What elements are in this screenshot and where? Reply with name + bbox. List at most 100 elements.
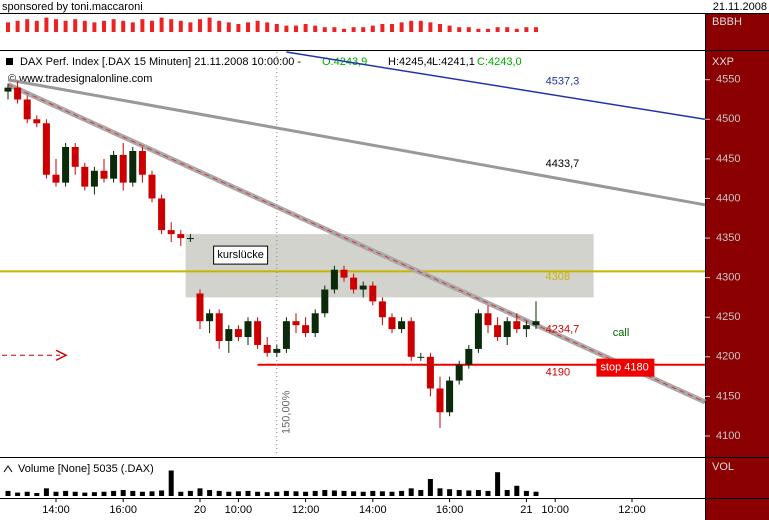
- y-tick-label: 4200: [716, 351, 740, 363]
- candle-body: [378, 301, 386, 318]
- gap-label: kurslücke: [217, 249, 263, 261]
- indicator-bar: [265, 22, 270, 32]
- indicator-bar: [274, 24, 279, 32]
- legend-icon: [6, 58, 13, 65]
- candle-body: [455, 364, 463, 381]
- indicator-bar: [217, 20, 222, 32]
- annotation: stop 4180: [600, 362, 648, 374]
- indicator-bar: [380, 24, 385, 32]
- volume-bar: [389, 491, 395, 496]
- candle-body: [407, 321, 415, 357]
- candle-body: [206, 313, 214, 322]
- indicator-bar: [15, 20, 20, 32]
- gap-box: [185, 234, 594, 298]
- candle-body: [167, 230, 175, 235]
- volume-bar: [379, 491, 385, 496]
- volume-bar: [514, 485, 520, 496]
- volume-axis-label: VOL: [712, 461, 734, 473]
- volume-bar: [456, 490, 462, 496]
- level-label: 4308: [546, 271, 570, 283]
- volume-bar: [72, 491, 78, 496]
- indicator-bar: [524, 27, 529, 32]
- volume-bar: [437, 488, 443, 496]
- volume-bar: [187, 490, 193, 496]
- volume-bar: [207, 490, 213, 496]
- gap-label-box: [213, 245, 269, 265]
- volume-bar: [283, 490, 289, 496]
- volume-bar: [466, 490, 472, 496]
- candle-body: [330, 269, 338, 290]
- x-tick-label: 21: [520, 504, 532, 516]
- indicator-bar: [438, 24, 442, 32]
- candle-body: [244, 321, 252, 338]
- indicator-bar: [178, 20, 183, 32]
- volume-bar: [485, 490, 491, 496]
- candle-body: [522, 325, 530, 330]
- indicator-bar: [150, 20, 154, 32]
- volume-bar: [408, 488, 414, 496]
- candle-body: [90, 170, 98, 187]
- candle-body: [532, 321, 540, 326]
- y-tick-label: 4550: [716, 74, 740, 86]
- candle-body: [273, 348, 281, 353]
- top-bar: [0, 0, 769, 13]
- indicator-bar: [111, 19, 116, 32]
- indicator-bar: [486, 28, 490, 32]
- line-label: 4234,7: [546, 323, 580, 335]
- indicator-bar: [313, 25, 318, 32]
- candle-body: [254, 321, 262, 345]
- candle-body: [369, 285, 377, 302]
- volume-bar: [159, 490, 165, 496]
- candle-body: [311, 313, 319, 334]
- volume-bar: [82, 492, 88, 496]
- volume-bar: [495, 472, 501, 496]
- indicator-bar: [188, 22, 193, 32]
- candle-body: [465, 348, 473, 365]
- candle-body: [474, 313, 482, 349]
- indicator-bar: [514, 28, 519, 32]
- volume-bar: [322, 490, 328, 496]
- candle-body: [23, 99, 31, 120]
- ohlc-low: L:4241,1: [432, 56, 475, 68]
- candle-body: [100, 170, 108, 179]
- volume-icon: [3, 465, 13, 473]
- volume-bar: [331, 490, 337, 496]
- candle-body: [119, 154, 127, 183]
- volume-bar: [504, 490, 510, 496]
- candle-body: [503, 321, 511, 338]
- sponsor: sponsored by toni.maccaroni: [2, 1, 143, 13]
- indicator-bar: [6, 22, 10, 32]
- indicator-bar: [534, 27, 538, 32]
- indicator-bar: [399, 22, 404, 32]
- candle-body: [292, 321, 300, 326]
- x-tick-label: 20: [194, 504, 206, 516]
- indicator-bar: [342, 28, 346, 32]
- indicator-bar: [390, 24, 394, 32]
- arrow-head: [55, 349, 68, 361]
- y-tick-label: 4100: [716, 430, 740, 442]
- candle-body: [110, 154, 118, 179]
- candle-body: [148, 174, 156, 199]
- indicator-bar: [495, 27, 500, 32]
- candle-body: [359, 285, 367, 290]
- indicator-bar: [73, 19, 78, 32]
- y-tick-label: 4150: [716, 390, 740, 402]
- candle-body: [446, 380, 454, 413]
- volume-bar: [216, 490, 222, 496]
- y-tick-label: 4500: [716, 113, 740, 125]
- volume-bar: [303, 491, 309, 496]
- candle-body: [71, 147, 79, 167]
- trend-line: [286, 51, 706, 121]
- volume-bar: [274, 491, 280, 496]
- volume-bar: [245, 490, 251, 496]
- volume-bar: [264, 492, 270, 496]
- volume-bar: [475, 490, 481, 496]
- trend-line: [7, 78, 706, 207]
- indicator-bar: [466, 27, 471, 32]
- ohlc-close: C:4243,0: [477, 56, 522, 68]
- indicator-bar: [246, 22, 250, 32]
- volume-bar: [370, 490, 376, 496]
- indicator-bar: [159, 17, 164, 32]
- indicator-bar: [140, 19, 145, 32]
- annotation: 150,00%: [281, 390, 293, 434]
